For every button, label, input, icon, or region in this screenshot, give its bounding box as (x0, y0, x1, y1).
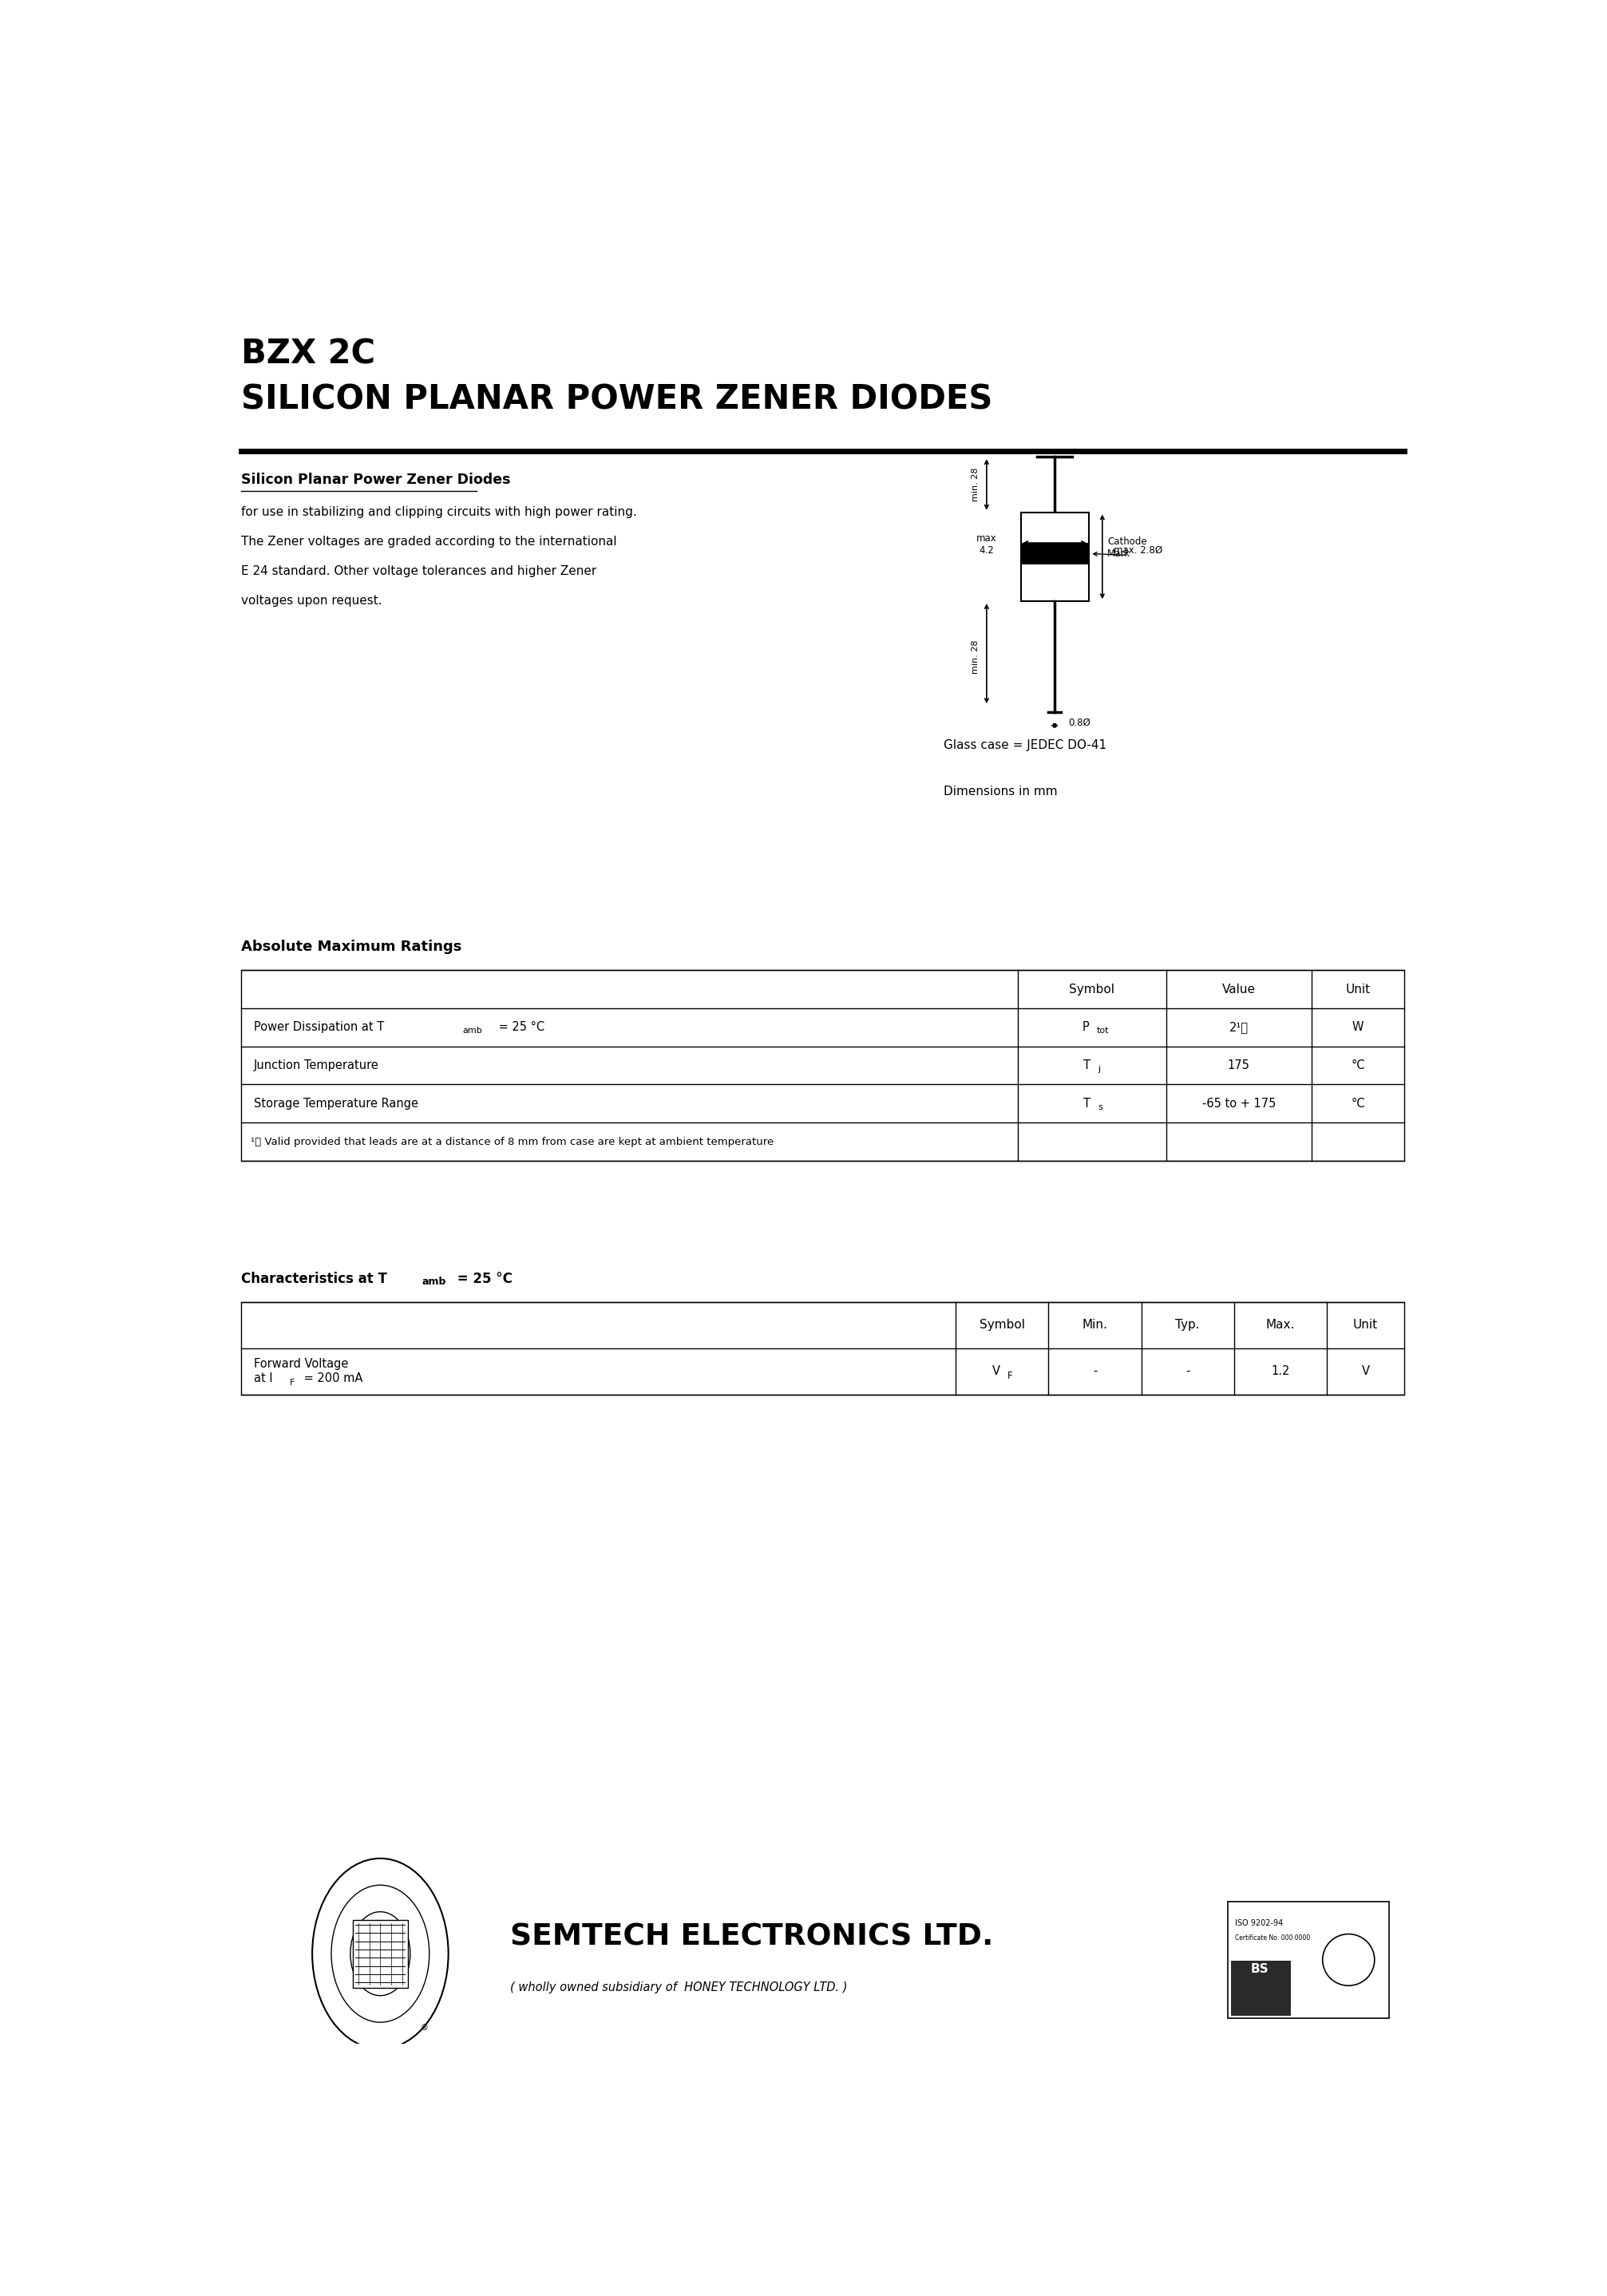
Text: 175: 175 (1228, 1058, 1250, 1072)
Text: V: V (992, 1366, 1000, 1378)
Text: Unit: Unit (1353, 1320, 1377, 1332)
Bar (1020, 512, 1088, 602)
Text: Typ.: Typ. (1175, 1320, 1200, 1332)
Text: T: T (1083, 1058, 1091, 1072)
Text: = 25 °C: = 25 °C (453, 1272, 513, 1286)
Text: ¹⧩ Valid provided that leads are at a distance of 8 mm from case are kept at amb: ¹⧩ Valid provided that leads are at a di… (251, 1137, 773, 1146)
Text: 2¹⧩: 2¹⧩ (1229, 1022, 1249, 1033)
Text: ( wholly owned subsidiary of  HONEY TECHNOLOGY LTD. ): ( wholly owned subsidiary of HONEY TECHN… (509, 1981, 847, 1993)
Text: The Zener voltages are graded according to the international: The Zener voltages are graded according … (241, 535, 617, 546)
Bar (241, 1302, 1405, 1394)
Text: Power Dissipation at T: Power Dissipation at T (254, 1022, 384, 1033)
Ellipse shape (331, 1885, 429, 2023)
Text: -: - (1093, 1366, 1098, 1378)
Text: max. 2.8Ø: max. 2.8Ø (1114, 546, 1162, 556)
Text: Silicon Planar Power Zener Diodes: Silicon Planar Power Zener Diodes (241, 473, 511, 487)
Text: Dimensions in mm: Dimensions in mm (943, 785, 1057, 797)
Ellipse shape (312, 1857, 448, 2048)
Text: P: P (1082, 1022, 1090, 1033)
Text: voltages upon request.: voltages upon request. (241, 595, 382, 606)
Text: V: V (1361, 1366, 1369, 1378)
Bar (1020, 542, 1088, 565)
Text: BZX 2C: BZX 2C (241, 338, 376, 370)
Text: SEMTECH ELECTRONICS LTD.: SEMTECH ELECTRONICS LTD. (509, 1924, 993, 1952)
Bar (1231, 1961, 1290, 2016)
Text: = 200 mA: = 200 mA (301, 1373, 363, 1384)
Text: amb: amb (463, 1026, 482, 1035)
Text: Absolute Maximum Ratings: Absolute Maximum Ratings (241, 939, 461, 953)
Text: SILICON PLANAR POWER ZENER DIODES: SILICON PLANAR POWER ZENER DIODES (241, 383, 993, 416)
Text: Glass case = JEDEC DO-41: Glass case = JEDEC DO-41 (943, 739, 1106, 751)
Text: BS: BS (1250, 1963, 1270, 1975)
Text: Min.: Min. (1082, 1320, 1107, 1332)
Text: Characteristics at T: Characteristics at T (241, 1272, 387, 1286)
Text: °C: °C (1351, 1058, 1364, 1072)
Text: E 24 standard. Other voltage tolerances and higher Zener: E 24 standard. Other voltage tolerances … (241, 565, 596, 576)
Text: Value: Value (1221, 983, 1255, 994)
Text: Certificate No: 000 0000: Certificate No: 000 0000 (1236, 1936, 1311, 1942)
Text: F: F (289, 1378, 294, 1387)
Text: j: j (1098, 1065, 1101, 1072)
Bar (241, 971, 1405, 1162)
Text: Storage Temperature Range: Storage Temperature Range (254, 1097, 418, 1109)
Text: Symbol: Symbol (979, 1320, 1025, 1332)
Text: = 25 °C: = 25 °C (495, 1022, 545, 1033)
Text: for use in stabilizing and clipping circuits with high power rating.: for use in stabilizing and clipping circ… (241, 505, 636, 519)
Bar (1228, 1901, 1388, 2018)
Text: °C: °C (1351, 1097, 1364, 1109)
Text: 1.2: 1.2 (1271, 1366, 1290, 1378)
Text: -: - (1186, 1366, 1189, 1378)
Circle shape (1323, 1933, 1374, 1986)
Text: Unit: Unit (1345, 983, 1371, 994)
Text: T: T (1083, 1097, 1091, 1109)
Text: W: W (1351, 1022, 1364, 1033)
Text: Symbol: Symbol (1069, 983, 1115, 994)
Text: amb: amb (421, 1277, 447, 1288)
Text: at I: at I (254, 1373, 272, 1384)
Text: min. 28: min. 28 (972, 641, 980, 673)
Text: Junction Temperature: Junction Temperature (254, 1058, 379, 1072)
Ellipse shape (350, 1913, 410, 1995)
Text: 0.8Ø: 0.8Ø (1069, 719, 1091, 728)
Text: min. 28: min. 28 (972, 468, 980, 501)
Text: ISO 9202-94: ISO 9202-94 (1236, 1919, 1284, 1926)
Bar (352, 1919, 408, 1988)
Text: ®: ® (421, 2025, 429, 2032)
Text: max
4.2: max 4.2 (977, 533, 996, 556)
Text: s: s (1098, 1104, 1102, 1111)
Text: Max.: Max. (1266, 1320, 1295, 1332)
Text: tot: tot (1096, 1026, 1109, 1035)
Text: F: F (1008, 1371, 1012, 1380)
Text: -65 to + 175: -65 to + 175 (1202, 1097, 1276, 1109)
Text: Forward Voltage: Forward Voltage (254, 1357, 349, 1371)
Text: Cathode
Mark: Cathode Mark (1107, 537, 1147, 560)
